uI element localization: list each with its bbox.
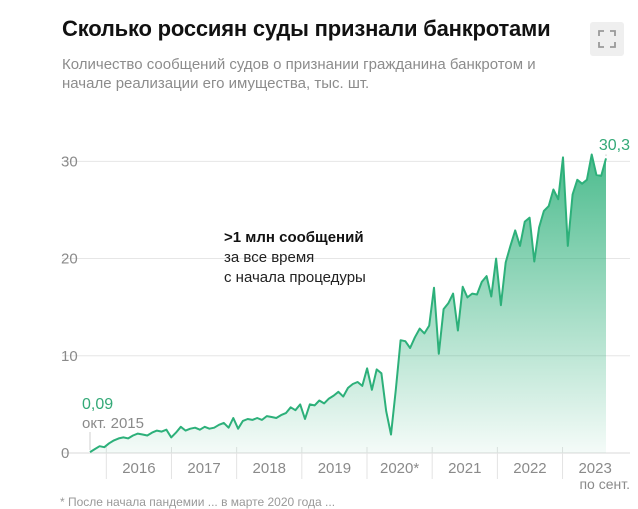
chart-title: Сколько россиян суды признали банкротами	[62, 16, 551, 41]
x-tick-label: 2020*	[380, 460, 419, 477]
x-tick-label: 2023	[578, 460, 611, 477]
y-tick-label: 30	[61, 153, 78, 170]
x-tick-label: 2019	[318, 460, 351, 477]
footnote: * После начала пандемии ... в марте 2020…	[60, 495, 336, 509]
y-tick-label: 10	[61, 348, 78, 365]
chart-subtitle: Количество сообщений судов о признании г…	[62, 56, 536, 92]
series-area	[90, 154, 606, 453]
x-tick-label: 2018	[253, 460, 286, 477]
expand-button[interactable]	[590, 22, 624, 56]
series-line	[89, 153, 607, 453]
annotation-line2: за все время	[224, 249, 314, 266]
y-axis: 0 10 20 30	[61, 153, 78, 462]
first-date-label: окт. 2015	[82, 415, 144, 432]
first-value-label: 0,09	[82, 396, 113, 413]
x-tick-label: 2017	[187, 460, 220, 477]
y-tick-label: 20	[61, 251, 78, 268]
annotation-line3: с начала процедуры	[224, 269, 366, 286]
annotation-bold: >1 млн сообщений	[224, 229, 364, 246]
last-date-label: по сент.	[579, 476, 630, 492]
x-tick-label: 2021	[448, 460, 481, 477]
expand-icon	[598, 30, 616, 48]
last-value-label: 30,3	[599, 137, 630, 154]
x-tick-label: 2022	[513, 460, 546, 477]
x-tick-label: 2016	[122, 460, 155, 477]
y-tick-label: 0	[61, 445, 69, 462]
